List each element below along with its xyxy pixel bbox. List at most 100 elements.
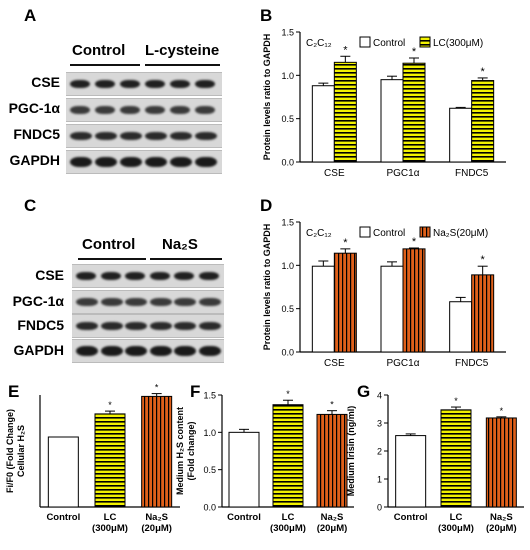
x-tick-label: PGC1α xyxy=(386,358,419,369)
significance-marker: * xyxy=(481,254,486,266)
legend-swatch-treatment xyxy=(419,226,431,238)
significance-marker: * xyxy=(454,396,458,406)
blot-band xyxy=(198,272,219,280)
significance-marker: * xyxy=(343,237,348,249)
y-axis-label: Protein levels ratio to GAPDH xyxy=(262,224,272,351)
chart-f: 0.0 0.5 1.0 1.5 Medium H₂S content(Fold chan… xyxy=(175,389,354,534)
y-tick-label: 1.0 xyxy=(281,261,294,271)
blot-band xyxy=(95,157,117,167)
bar-lc xyxy=(272,404,304,508)
significance-marker: * xyxy=(412,236,417,248)
bar-control xyxy=(395,435,427,508)
blot-band xyxy=(174,272,194,280)
bar-treatment xyxy=(333,61,357,163)
panel-label-a: A xyxy=(24,6,37,25)
y-tick-label: 0.5 xyxy=(281,304,294,314)
blot-band xyxy=(174,298,196,306)
blot-band xyxy=(195,157,217,167)
x-tick-label: Control xyxy=(227,512,261,523)
x-tick-label: Control xyxy=(394,512,428,523)
blot-band xyxy=(149,298,172,306)
y-tick-label: 0.0 xyxy=(203,503,216,513)
y-tick-label: 3 xyxy=(377,419,382,429)
bar-control xyxy=(380,265,404,353)
panel-label-f: F xyxy=(190,382,201,401)
cell-line-label: C₂C₁₂ xyxy=(306,228,332,239)
x-tick-label: LC (300μM) xyxy=(270,512,306,534)
x-tick-label: Na₂S (20μM) xyxy=(317,512,348,534)
blot-a-row-gapdh: GAPDH xyxy=(9,152,60,168)
blot-band xyxy=(125,346,147,356)
blot-band xyxy=(76,346,98,356)
bar-control xyxy=(380,79,404,163)
x-tick-label: FNDC5 xyxy=(455,168,489,179)
bar-na2s xyxy=(141,395,173,508)
blot-c-group-treatment: Na₂S xyxy=(162,236,198,253)
blot-band xyxy=(125,322,147,330)
y-tick-label: 1.0 xyxy=(281,71,294,81)
y-tick-label: 1 xyxy=(377,475,382,485)
panel-label-b: B xyxy=(260,6,273,25)
blot-band xyxy=(100,298,123,306)
x-tick-label: FNDC5 xyxy=(455,358,489,369)
x-tick-label: Na₂S (20μM) xyxy=(486,512,517,534)
y-tick-label: 1.5 xyxy=(203,391,216,401)
blot-band xyxy=(70,106,90,114)
bar-na2s xyxy=(485,417,517,508)
y-tick-label: 1.0 xyxy=(203,428,216,438)
blot-band xyxy=(70,80,90,88)
blot-a-row-fndc5: FNDC5 xyxy=(13,126,60,142)
significance-marker: * xyxy=(155,383,159,393)
legend-swatch-control xyxy=(359,36,371,48)
bar-control xyxy=(449,107,473,163)
legend-swatch-control xyxy=(359,226,371,238)
y-axis-label: Protein levels ratio to GAPDH xyxy=(262,34,272,161)
blot-band xyxy=(174,346,196,356)
blot-band xyxy=(95,80,115,88)
blot-band xyxy=(76,322,98,330)
cell-line-label: C₂C₁₂ xyxy=(306,38,332,49)
bar-treatment xyxy=(333,252,357,353)
bar-treatment xyxy=(471,80,495,163)
blot-band xyxy=(149,272,170,280)
blot-band xyxy=(76,272,96,280)
chart-d: 0.0 0.5 1.0 1.5 Protein levels ratio to GAPD… xyxy=(262,218,506,369)
chart-e: Fi/F0 (Fold Change)Cellular H₂S Control * L… xyxy=(5,383,180,534)
x-tick-label: Control xyxy=(46,512,80,523)
bar-control xyxy=(449,301,473,353)
blot-band xyxy=(100,272,121,280)
blot-band xyxy=(170,157,192,167)
blot-band xyxy=(95,132,117,140)
blot-band xyxy=(120,80,140,88)
blot-band xyxy=(198,346,221,356)
significance-marker: * xyxy=(500,406,504,416)
chart-g: 0 1 2 3 4 Medium Irisin (ng/ml) Control * LC (300… xyxy=(346,391,524,534)
blot-band xyxy=(145,106,165,114)
blot-band xyxy=(198,298,221,306)
bar-control xyxy=(311,265,335,353)
blot-band xyxy=(149,322,172,330)
blot-band xyxy=(195,106,215,114)
bar-control xyxy=(228,431,260,508)
blot-band xyxy=(170,106,190,114)
bar-treatment xyxy=(402,62,426,163)
blot-a-group-control: Control xyxy=(72,42,126,59)
legend-label-treatment: LC(300μM) xyxy=(433,38,483,49)
bar-control xyxy=(47,436,79,508)
x-tick-label: CSE xyxy=(324,168,345,179)
y-tick-label: 0.5 xyxy=(281,114,294,124)
blot-c-row-pgc1a: PGC-1α xyxy=(12,293,64,309)
y-tick-label: 0 xyxy=(377,503,382,513)
y-axis-label: Medium H₂S content(Fold change) xyxy=(175,407,196,495)
blot-band xyxy=(170,132,192,140)
blot-band xyxy=(145,80,165,88)
significance-marker: * xyxy=(412,46,417,58)
blot-c-row-gapdh: GAPDH xyxy=(13,342,64,358)
significance-marker: * xyxy=(108,400,112,410)
blot-band xyxy=(195,132,217,140)
y-tick-label: 1.5 xyxy=(281,218,294,228)
y-tick-label: 2 xyxy=(377,447,382,457)
y-axis-label: Fi/F0 (Fold Change)Cellular H₂S xyxy=(5,409,26,493)
legend-label-treatment: Na₂S(20μM) xyxy=(433,228,488,239)
x-tick-label: CSE xyxy=(324,358,345,369)
